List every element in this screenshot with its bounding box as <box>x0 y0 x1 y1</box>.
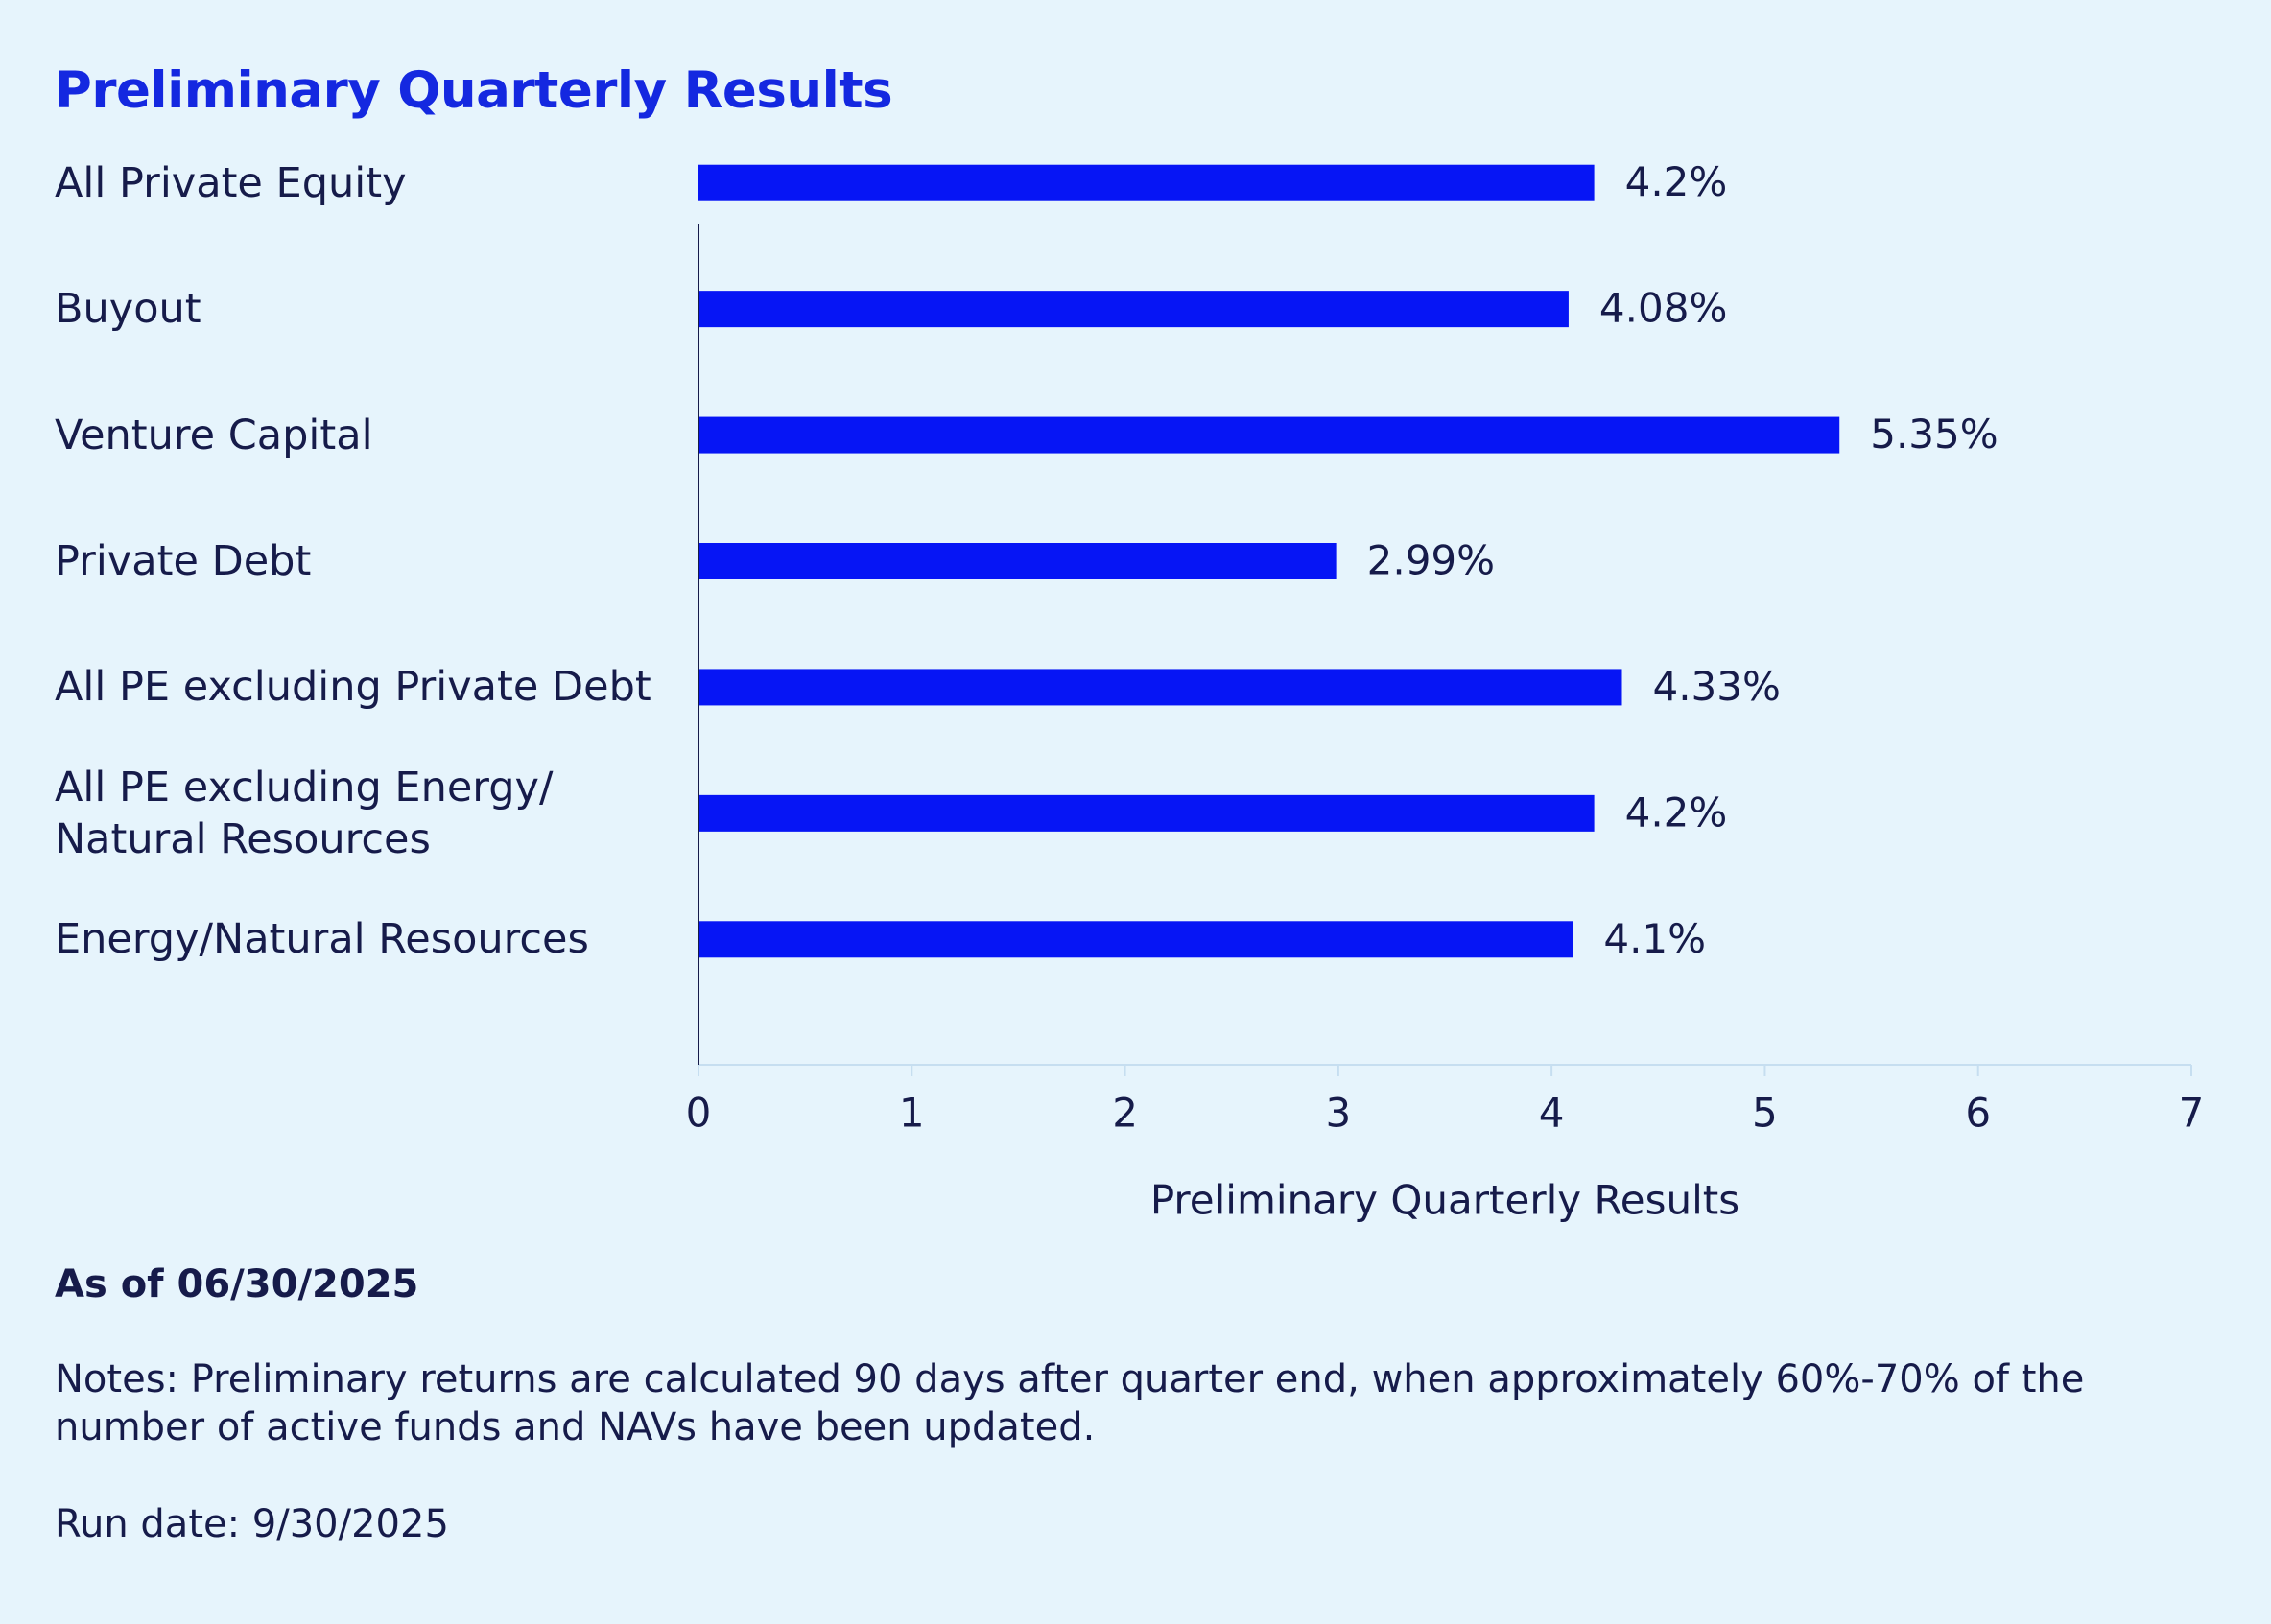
bar <box>698 164 1595 201</box>
y-tick-label: Private Debt <box>55 537 312 585</box>
y-tick-label: Buyout <box>55 285 201 334</box>
x-tick-label: 7 <box>2179 1090 2205 1137</box>
as-of: As of 06/30/2025 <box>55 1262 419 1306</box>
value-label: 5.35% <box>1870 411 1998 458</box>
bar <box>698 416 1840 454</box>
value-label: 2.99% <box>1367 537 1495 584</box>
x-tick-label: 5 <box>1752 1090 1778 1137</box>
value-label: 4.2% <box>1625 158 1728 205</box>
bar <box>698 921 1573 958</box>
x-axis-title: Preliminary Quarterly Results <box>1150 1177 1739 1224</box>
bar <box>698 794 1595 832</box>
y-tick-label: All PE excluding Energy/ Natural Resourc… <box>55 763 554 863</box>
bar <box>698 291 1569 328</box>
x-tick-label: 6 <box>1965 1090 1991 1137</box>
value-label: 4.2% <box>1625 788 1728 836</box>
x-tick-label: 3 <box>1325 1090 1351 1137</box>
bar <box>698 543 1337 579</box>
y-tick-label: All PE excluding Private Debt <box>55 663 651 712</box>
y-tick-label: Energy/Natural Resources <box>55 915 589 964</box>
x-tick-label: 4 <box>1539 1090 1565 1137</box>
run-date: Run date: 9/30/2025 <box>55 1502 449 1546</box>
x-tick-label: 1 <box>899 1090 925 1137</box>
chart-title: Preliminary Quarterly Results <box>55 61 893 120</box>
value-label: 4.33% <box>1652 663 1780 710</box>
y-tick-label: Venture Capital <box>55 411 373 459</box>
value-label: 4.08% <box>1599 285 1727 332</box>
bar <box>698 669 1622 706</box>
y-tick-label: All Private Equity <box>55 158 407 207</box>
x-tick-label: 0 <box>686 1090 712 1137</box>
value-label: 4.1% <box>1603 915 1706 962</box>
x-tick-label: 2 <box>1112 1090 1138 1137</box>
notes: Notes: Preliminary returns are calculate… <box>55 1357 2085 1449</box>
